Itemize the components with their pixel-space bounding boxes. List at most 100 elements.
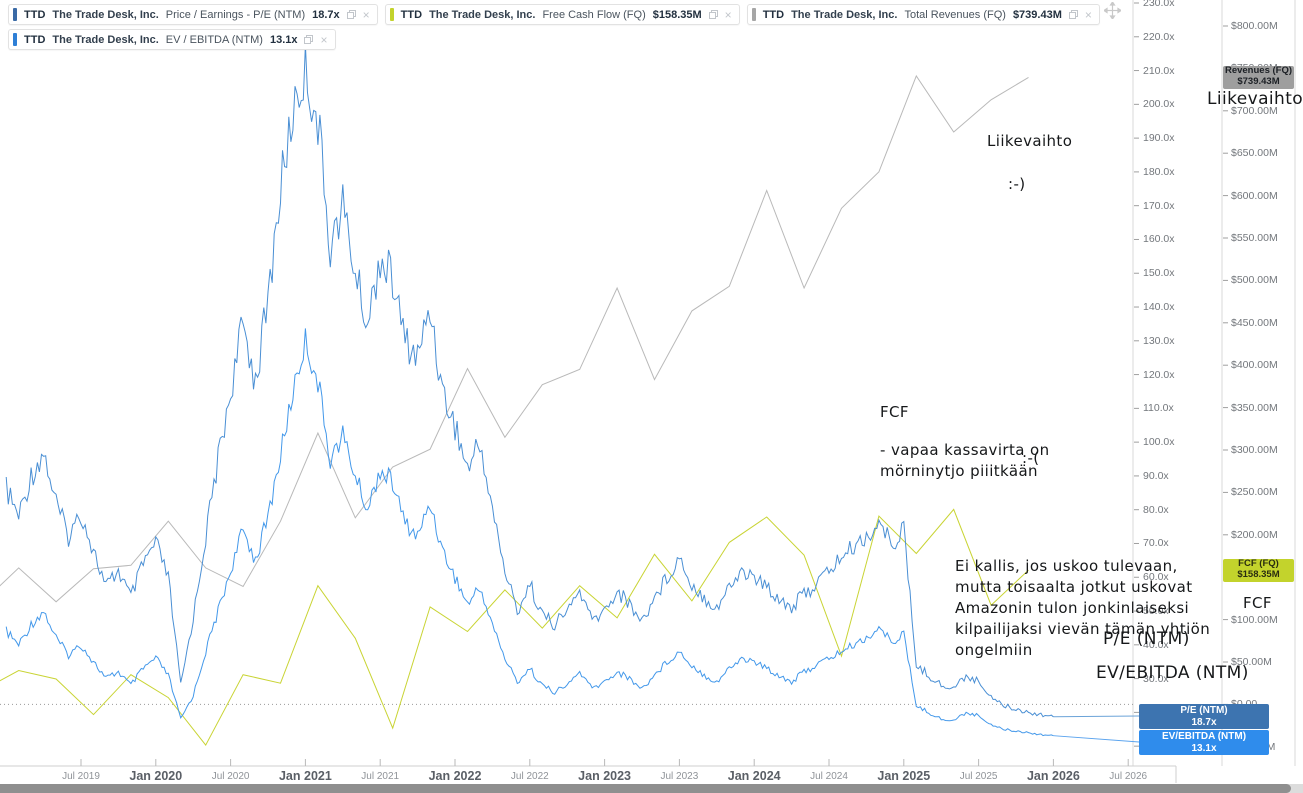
badge-label: Revenues (FQ): [1224, 65, 1293, 77]
horizontal-scrollbar-thumb[interactable]: [0, 784, 1291, 793]
multiple-axis-tick-label: 40.0x: [1143, 638, 1169, 651]
multiple-axis-tick-label: 150.0x: [1143, 267, 1175, 280]
clone-icon[interactable]: [304, 35, 314, 44]
close-icon[interactable]: ×: [362, 7, 370, 22]
company-name: The Trade Desk, Inc.: [52, 33, 159, 46]
multiple-axis-tick-label: 130.0x: [1143, 334, 1175, 347]
usd-axis-tick-label: $50.00M: [1231, 656, 1272, 668]
company-name: The Trade Desk, Inc.: [791, 8, 898, 21]
revenues-axis-badge: Revenues (FQ) $739.43M: [1223, 66, 1294, 89]
ticker-symbol: TTD: [400, 8, 423, 21]
metric-name: Total Revenues (FQ): [904, 8, 1006, 21]
multiple-axis-tick-label: 190.0x: [1143, 132, 1175, 145]
annotation-text[interactable]: FCF: [880, 403, 909, 421]
series-legend-chip[interactable]: TTD The Trade Desk, Inc. Free Cash Flow (F…: [384, 4, 740, 25]
multiple-axis-tick-label: 90.0x: [1143, 469, 1169, 482]
metric-value: 13.1x: [269, 33, 298, 46]
multiple-axis-tick-label: 230.0x: [1143, 0, 1175, 9]
annotation-text[interactable]: FCF: [1243, 594, 1272, 612]
badge-label: FCF (FQ): [1238, 558, 1279, 570]
x-axis-tick-label: Jan 2021: [278, 769, 332, 783]
multiple-axis-tick-label: 210.0x: [1143, 64, 1175, 77]
annotation-text[interactable]: - vapaa kassavirta on mörninytjo piiitkä…: [880, 441, 1050, 480]
x-axis-tick-label: Jan 2022: [428, 769, 482, 783]
x-axis-tick-label: Jul 2026: [1109, 771, 1148, 782]
metric-value: 18.7x: [312, 8, 340, 21]
annotation-text[interactable]: :-): [1008, 175, 1026, 193]
ticker-symbol: TTD: [24, 8, 46, 21]
annotation-text[interactable]: EV/EBITDA (NTM): [1096, 663, 1249, 683]
series-line-price-earnings-p-e-ntm-[interactable]: [5, 44, 1054, 718]
usd-axis-tick-label: $500.00M: [1231, 274, 1278, 287]
x-axis-tick-label: Jul 2024: [810, 771, 848, 782]
multiple-axis-tick-label: 80.0x: [1143, 503, 1169, 516]
series-line-total-revenues-fq-[interactable]: [0, 74, 1029, 604]
series-legend-chip[interactable]: TTD The Trade Desk, Inc. Price / Earnings …: [8, 4, 378, 25]
multiple-axis-tick-label: 220.0x: [1143, 30, 1175, 43]
multiple-axis-tick-label: 200.0x: [1143, 98, 1175, 111]
clone-icon[interactable]: [346, 10, 356, 19]
series-color-bar: [751, 8, 756, 21]
pe-axis-badge: P/E (NTM) 18.7x: [1139, 704, 1269, 730]
x-axis-tick-label: Jan 2024: [727, 769, 781, 783]
multiple-axis-tick-label: 50.0x: [1143, 605, 1169, 618]
ticker-symbol: TTD: [24, 33, 46, 46]
badge-value: $739.43M: [1237, 76, 1280, 88]
x-axis-tick-label: Jan 2026: [1026, 769, 1080, 783]
series-color-bar: [13, 8, 17, 21]
multiple-axis-tick-label: 180.0x: [1143, 165, 1175, 178]
usd-axis-tick-label: $350.00M: [1231, 401, 1278, 414]
close-icon[interactable]: ×: [1084, 7, 1092, 22]
x-axis-tick-label: Jul 2021: [361, 771, 400, 782]
x-axis-tick-label: Jul 2022: [510, 771, 549, 782]
legend-chip-row-2: TTD The Trade Desk, Inc. EV / EBITDA (NTM)…: [8, 29, 336, 50]
ev-ebitda-axis-badge: EV/EBITDA (NTM) 13.1x: [1139, 730, 1269, 756]
fcf-axis-badge: FCF (FQ) $158.35M: [1223, 558, 1294, 582]
usd-axis-tick-label: $800.00M: [1231, 20, 1278, 32]
clone-icon[interactable]: [708, 10, 718, 19]
metric-value: $739.43M: [1012, 8, 1062, 21]
badge-value: 18.7x: [1191, 716, 1217, 728]
x-axis-tick-label: Jul 2019: [62, 771, 100, 782]
metric-value: $158.35M: [652, 8, 702, 21]
series-line-ev-ebitda-ntm-[interactable]: [5, 328, 1054, 737]
multiple-axis-tick-label: 110.0x: [1143, 402, 1174, 415]
annotation-text[interactable]: Ei kallis, jos uskoo tulevaan, mutta toi…: [955, 557, 1211, 659]
annotation-text[interactable]: Liikevaihto: [1207, 89, 1303, 109]
usd-axis-tick-label: $550.00M: [1231, 232, 1278, 244]
company-name: The Trade Desk, Inc.: [52, 8, 159, 21]
usd-axis-tick-label: $250.00M: [1231, 486, 1278, 499]
ticker-symbol: TTD: [762, 8, 785, 21]
close-icon[interactable]: ×: [320, 32, 328, 47]
multiple-axis-tick-label: 120.0x: [1143, 368, 1175, 381]
annotation-text[interactable]: P/E (NTM): [1103, 629, 1190, 649]
annotation-text[interactable]: Liikevaihto: [987, 132, 1073, 150]
series-legend-chip[interactable]: TTD The Trade Desk, Inc. Total Revenues (F…: [746, 4, 1100, 25]
multiple-axis-tick-label: 30.0x: [1143, 672, 1169, 685]
metric-name: EV / EBITDA (NTM): [165, 33, 263, 46]
usd-axis-tick-label: $300.00M: [1231, 444, 1278, 456]
usd-axis-tick-label: $450.00M: [1231, 316, 1278, 329]
annotation-text[interactable]: :-(: [1022, 449, 1040, 467]
close-icon[interactable]: ×: [724, 7, 732, 22]
badge-value: 13.1x: [1191, 742, 1217, 754]
badge-label: EV/EBITDA (NTM): [1161, 731, 1247, 743]
multiple-axis-tick-label: 60.0x: [1143, 571, 1169, 584]
multiple-axis-tick-label: 160.0x: [1143, 233, 1175, 246]
multiple-axis-tick-label: 140.0x: [1143, 301, 1175, 314]
usd-axis-tick-label: $650.00M: [1231, 147, 1278, 160]
metric-name: Price / Earnings - P/E (NTM): [165, 8, 306, 21]
company-name: The Trade Desk, Inc.: [429, 8, 536, 21]
series-legend-chip[interactable]: TTD The Trade Desk, Inc. EV / EBITDA (NTM)…: [8, 29, 336, 50]
series-color-bar: [13, 33, 17, 46]
move-chart-icon[interactable]: [1104, 2, 1121, 19]
metric-name: Free Cash Flow (FQ): [542, 8, 646, 21]
series-line-free-cash-flow-fq-[interactable]: [0, 508, 1029, 747]
badge-label: P/E (NTM): [1180, 705, 1228, 717]
clone-icon[interactable]: [1068, 10, 1078, 19]
horizontal-scrollbar-track[interactable]: [0, 784, 1303, 793]
multiple-axis-tick-label: 70.0x: [1143, 537, 1169, 550]
x-axis-tick-label: Jan 2025: [877, 769, 931, 783]
